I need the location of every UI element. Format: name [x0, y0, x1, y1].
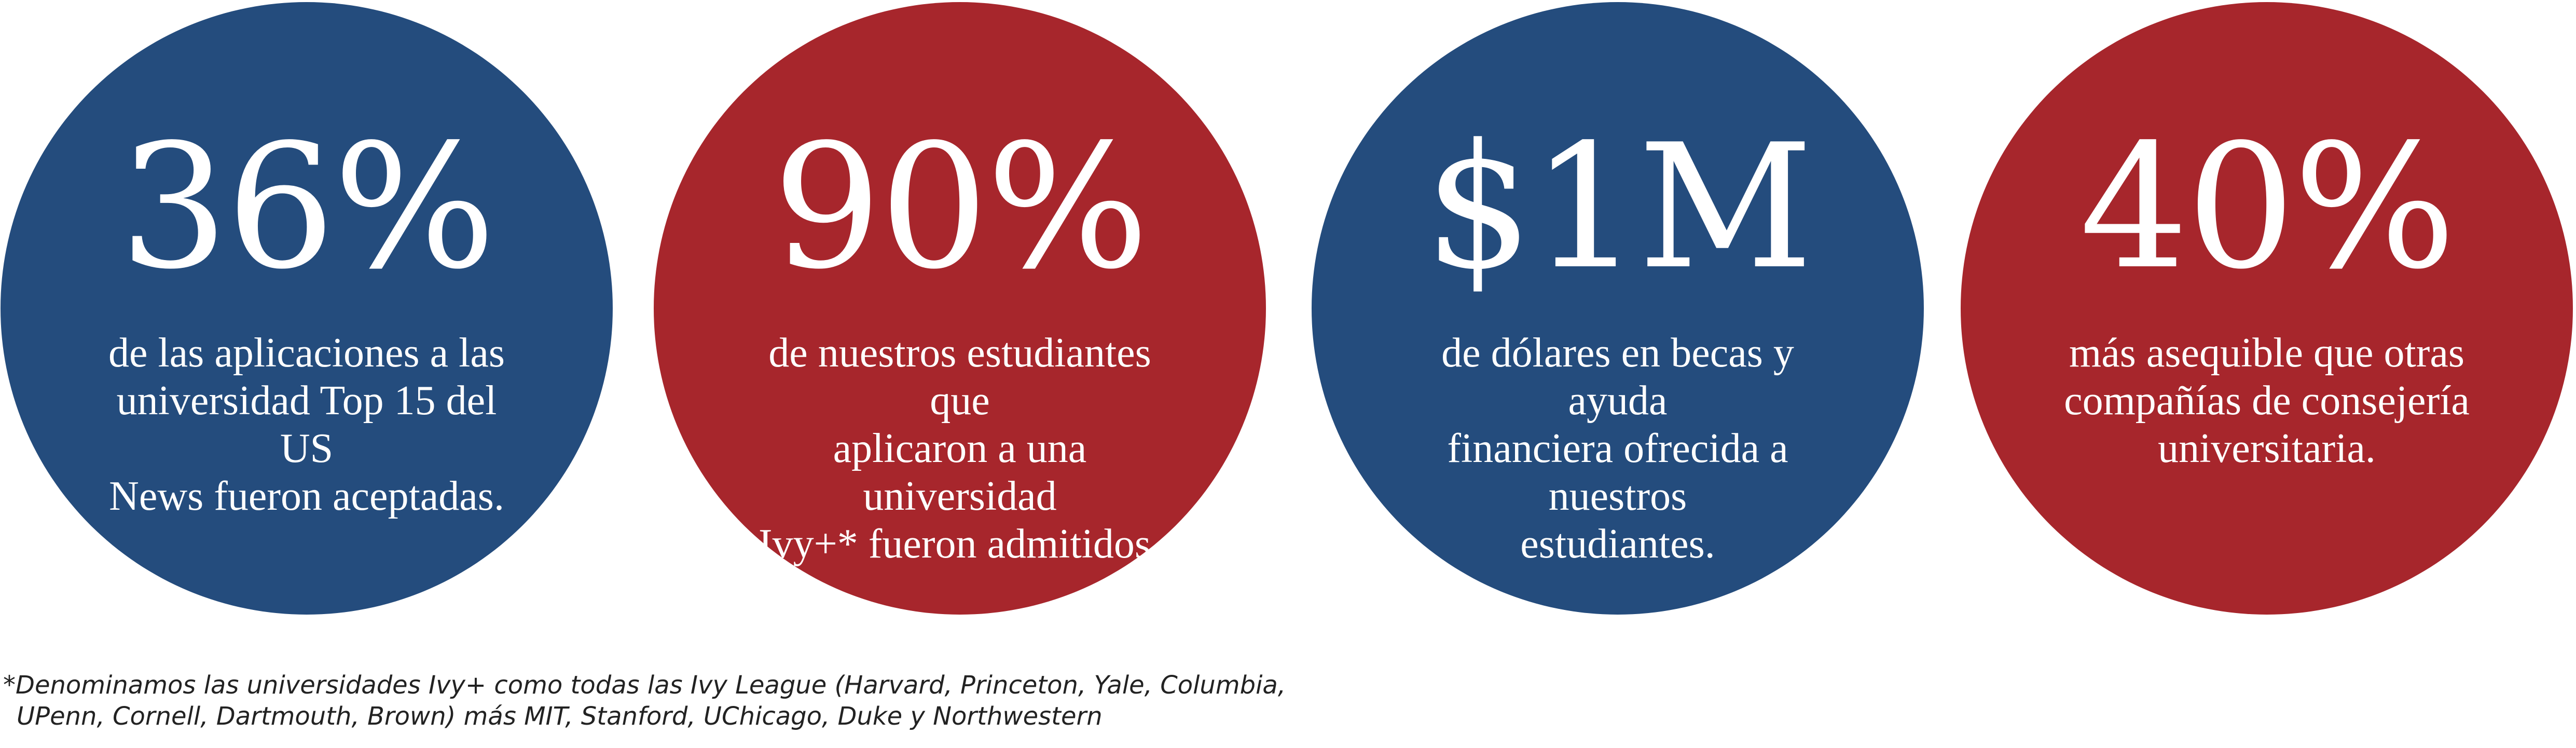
stat-value: 40%: [2079, 107, 2456, 307]
stat-description-line: universidad Top 15 del US: [116, 378, 497, 471]
stat-description-line: universitaria.: [2158, 426, 2376, 471]
stat-description-line: compañías de consejería: [2064, 378, 2470, 424]
stat-description-line: de nuestros estudiantes que: [768, 330, 1151, 424]
stat-circle-affordability: 40% más asequible que otras compañías de…: [1961, 2, 2573, 615]
stat-description-line: más asequible que otras: [2069, 330, 2464, 376]
stat-circle-scholarships: $1M de dólares en becas y ayuda financie…: [1312, 2, 1924, 615]
stat-value: 90%: [773, 107, 1149, 307]
stat-description: más asequible que otras compañías de con…: [2059, 329, 2474, 472]
footnote-line: *Denominamos las universidades Ivy+ como…: [3, 671, 1286, 700]
stat-description: de dólares en becas y ayuda financiera o…: [1410, 329, 1825, 568]
footnote: *Denominamos las universidades Ivy+ como…: [3, 670, 1352, 732]
stat-description-line: de las aplicaciones a las: [108, 330, 505, 376]
stat-description-line: estudiantes.: [1520, 521, 1715, 567]
stat-description: de nuestros estudiantes que aplicaron a …: [752, 329, 1167, 568]
stat-description-line: financiera ofrecida a nuestros: [1447, 426, 1788, 519]
footnote-line: UPenn, Cornell, Dartmouth, Brown) más MI…: [17, 702, 1103, 731]
stat-description-line: aplicaron a una universidad: [833, 426, 1087, 519]
stat-description: de las aplicaciones a las universidad To…: [99, 329, 514, 520]
stat-description-line: Ivy+* fueron admitidos.: [758, 521, 1162, 567]
stat-value: $1M: [1424, 107, 1813, 307]
stat-description-line: News fueron aceptadas.: [109, 473, 504, 519]
stat-value: 36%: [119, 107, 495, 307]
stat-circle-acceptance-rate: 36% de las aplicaciones a las universida…: [1, 2, 613, 615]
stat-description-line: de dólares en becas y ayuda: [1441, 330, 1794, 424]
stat-circle-ivy-admissions: 90% de nuestros estudiantes que aplicaro…: [654, 2, 1266, 615]
